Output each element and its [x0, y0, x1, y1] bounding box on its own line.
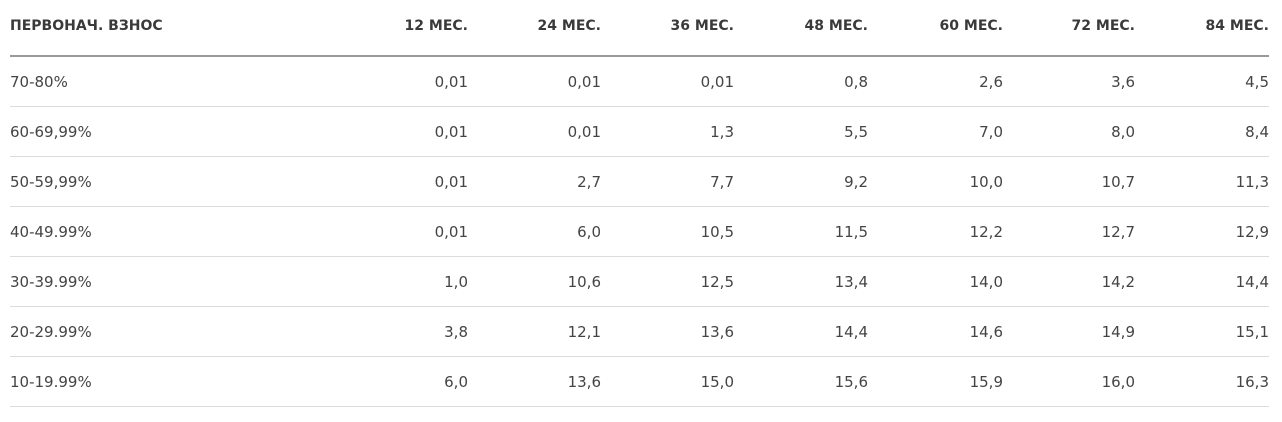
table-row: 50-59,99% 0,01 2,7 7,7 9,2 10,0 10,7 11,3: [10, 156, 1269, 207]
column-header: 72 МЕС.: [1003, 0, 1135, 57]
table-cell: 11,5: [734, 206, 868, 257]
table-cell: 14,2: [1003, 256, 1135, 307]
table-row: 30-39.99% 1,0 10,6 12,5 13,4 14,0 14,2 14,4: [10, 256, 1269, 307]
table-cell: 0,01: [468, 56, 601, 107]
table-cell: 13,6: [468, 356, 601, 407]
row-label: 40-49.99%: [10, 206, 336, 257]
table-cell: 8,4: [1135, 106, 1269, 157]
table-cell: 7,0: [868, 106, 1003, 157]
table-cell: 0,01: [336, 156, 468, 207]
table-cell: 10,7: [1003, 156, 1135, 207]
column-header: 24 МЕС.: [468, 0, 601, 57]
row-label: 30-39.99%: [10, 256, 336, 307]
table-cell: 1,0: [336, 256, 468, 307]
table-cell: 15,1: [1135, 306, 1269, 357]
table-cell: 1,3: [601, 106, 734, 157]
data-table: ПЕРВОНАЧ. ВЗНОС 12 МЕС. 24 МЕС. 36 МЕС. 48 М…: [10, 0, 1269, 407]
table-row: 20-29.99% 3,8 12,1 13,6 14,4 14,6 14,9 15,1: [10, 306, 1269, 357]
column-header: 84 МЕС.: [1135, 0, 1269, 57]
table-cell: 15,9: [868, 356, 1003, 407]
table-cell: 5,5: [734, 106, 868, 157]
row-label: 20-29.99%: [10, 306, 336, 357]
table-cell: 13,4: [734, 256, 868, 307]
table-cell: 12,9: [1135, 206, 1269, 257]
table-cell: 16,0: [1003, 356, 1135, 407]
table-header: ПЕРВОНАЧ. ВЗНОС 12 МЕС. 24 МЕС. 36 МЕС. 48 М…: [10, 0, 1269, 57]
column-header: 36 МЕС.: [601, 0, 734, 57]
row-label: 60-69,99%: [10, 106, 336, 157]
table-cell: 15,0: [601, 356, 734, 407]
table-row: 40-49.99% 0,01 6,0 10,5 11,5 12,2 12,7 12,9: [10, 206, 1269, 257]
table-cell: 10,0: [868, 156, 1003, 207]
table-cell: 16,3: [1135, 356, 1269, 407]
table-cell: 6,0: [468, 206, 601, 257]
table-cell: 10,6: [468, 256, 601, 307]
table-cell: 3,6: [1003, 56, 1135, 107]
table-row: 70-80% 0,01 0,01 0,01 0,8 2,6 3,6 4,5: [10, 56, 1269, 107]
header-row: ПЕРВОНАЧ. ВЗНОС 12 МЕС. 24 МЕС. 36 МЕС. 48 М…: [10, 0, 1269, 57]
column-header: 12 МЕС.: [336, 0, 468, 57]
table-cell: 2,6: [868, 56, 1003, 107]
table-cell: 7,7: [601, 156, 734, 207]
table-cell: 0,01: [336, 56, 468, 107]
table-cell: 14,4: [1135, 256, 1269, 307]
column-header: ПЕРВОНАЧ. ВЗНОС: [10, 0, 336, 57]
row-label: 70-80%: [10, 56, 336, 107]
column-header: 48 МЕС.: [734, 0, 868, 57]
table-cell: 12,5: [601, 256, 734, 307]
table-cell: 14,6: [868, 306, 1003, 357]
table-row: 10-19.99% 6,0 13,6 15,0 15,6 15,9 16,0 16,3: [10, 356, 1269, 407]
table-cell: 8,0: [1003, 106, 1135, 157]
table-cell: 2,7: [468, 156, 601, 207]
table-cell: 0,01: [601, 56, 734, 107]
column-header: 60 МЕС.: [868, 0, 1003, 57]
row-label: 10-19.99%: [10, 356, 336, 407]
table-cell: 6,0: [336, 356, 468, 407]
table-cell: 12,1: [468, 306, 601, 357]
table-cell: 14,4: [734, 306, 868, 357]
table-cell: 0,01: [336, 206, 468, 257]
table-cell: 0,01: [336, 106, 468, 157]
table-cell: 0,01: [468, 106, 601, 157]
table-cell: 3,8: [336, 306, 468, 357]
table-cell: 0,8: [734, 56, 868, 107]
table-cell: 13,6: [601, 306, 734, 357]
table-cell: 9,2: [734, 156, 868, 207]
table-cell: 10,5: [601, 206, 734, 257]
table-cell: 12,2: [868, 206, 1003, 257]
table-cell: 12,7: [1003, 206, 1135, 257]
table-cell: 14,9: [1003, 306, 1135, 357]
table-row: 60-69,99% 0,01 0,01 1,3 5,5 7,0 8,0 8,4: [10, 106, 1269, 157]
table-cell: 4,5: [1135, 56, 1269, 107]
table-body: 70-80% 0,01 0,01 0,01 0,8 2,6 3,6 4,5 60-69,99% 0…: [10, 56, 1269, 407]
table-cell: 11,3: [1135, 156, 1269, 207]
table-cell: 15,6: [734, 356, 868, 407]
table-cell: 14,0: [868, 256, 1003, 307]
row-label: 50-59,99%: [10, 156, 336, 207]
